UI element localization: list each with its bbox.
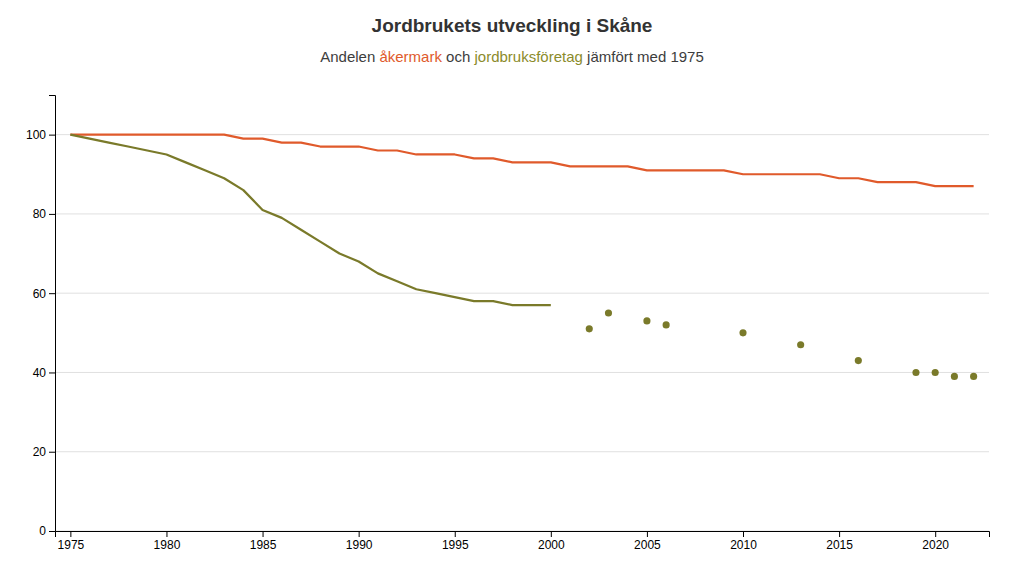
tick-mark [166, 531, 167, 537]
subtitle-part: Andelen [320, 48, 379, 65]
tick-mark [49, 531, 55, 532]
subtitle-part: jämfört med 1975 [583, 48, 704, 65]
tick: 0 [39, 524, 55, 538]
tick-mark [263, 531, 264, 537]
tick: 20 [33, 445, 55, 459]
tick: 1980 [154, 531, 181, 552]
tick-label: 1990 [346, 538, 373, 552]
scatter-point [912, 369, 919, 376]
tick: 1975 [58, 531, 85, 552]
chart: Jordbrukets utveckling i Skåne Andelen åk… [0, 0, 1024, 576]
scatter-point [663, 321, 670, 328]
tick-label: 20 [33, 445, 47, 459]
tick-label: 2020 [922, 538, 949, 552]
tick-label: 2010 [730, 538, 757, 552]
tick: 40 [33, 366, 55, 380]
tick-label: 80 [33, 207, 47, 221]
subtitle-part: jordbruksföretag [473, 48, 582, 65]
tick-label: 60 [33, 287, 47, 301]
tick: 1990 [346, 531, 373, 552]
scatter-point [951, 373, 958, 380]
tick: 1995 [442, 531, 469, 552]
tick: 100 [26, 128, 55, 142]
title: Jordbrukets utveckling i Skåne [372, 15, 653, 36]
marks [70, 135, 977, 380]
tick-label: 2000 [538, 538, 565, 552]
scatter-point [739, 329, 746, 336]
grid [55, 135, 989, 531]
tick-mark [49, 214, 55, 215]
scatter-point [970, 373, 977, 380]
series-line [70, 135, 973, 187]
tick-label: 2015 [826, 538, 853, 552]
scatter-point [605, 309, 612, 316]
y-axis-line [49, 96, 56, 532]
tick: 60 [33, 287, 55, 301]
tick-mark [49, 135, 55, 136]
tick-mark [839, 531, 840, 537]
grid-line [55, 372, 989, 373]
subtitle-part: åkermark [379, 48, 442, 65]
tick: 2020 [922, 531, 949, 552]
series-line [70, 135, 550, 305]
grid-line [55, 213, 989, 214]
tick-label: 2005 [634, 538, 661, 552]
tick-mark [743, 531, 744, 537]
y-axis: 0 20 40 60 80 100 [26, 96, 56, 539]
grid-line [55, 451, 989, 452]
tick: 2010 [730, 531, 757, 552]
grid-line [55, 293, 989, 294]
tick: 80 [33, 207, 55, 221]
tick: 2015 [826, 531, 853, 552]
tick: 2005 [634, 531, 661, 552]
tick-mark [49, 293, 55, 294]
scatter-point [855, 357, 862, 364]
subtitle-part: och [442, 48, 475, 65]
tick: 1985 [250, 531, 277, 552]
tick-label: 0 [39, 524, 46, 538]
tick-label: 1980 [154, 538, 181, 552]
x-axis-line [56, 532, 990, 538]
subtitle: Andelen åkermark och jordbruksföretag jä… [320, 48, 704, 65]
scatter-point [586, 325, 593, 332]
tick-mark [647, 531, 648, 537]
tick-mark [359, 531, 360, 537]
tick-label: 40 [33, 366, 47, 380]
tick-mark [49, 372, 55, 373]
tick-label: 1975 [58, 538, 85, 552]
tick-mark [455, 531, 456, 537]
tick-label: 100 [26, 128, 46, 142]
scatter-point [643, 317, 650, 324]
tick-mark [49, 452, 55, 453]
tick-label: 1995 [442, 538, 469, 552]
scatter-point [932, 369, 939, 376]
tick-mark [70, 531, 71, 537]
tick: 2000 [538, 531, 565, 552]
scatter-point [797, 341, 804, 348]
tick-mark [935, 531, 936, 537]
tick-mark [551, 531, 552, 537]
x-axis: 1975 1980 1985 1990 1995 2000 2005 2010 2015 2020 [56, 531, 990, 552]
tick-label: 1985 [250, 538, 277, 552]
